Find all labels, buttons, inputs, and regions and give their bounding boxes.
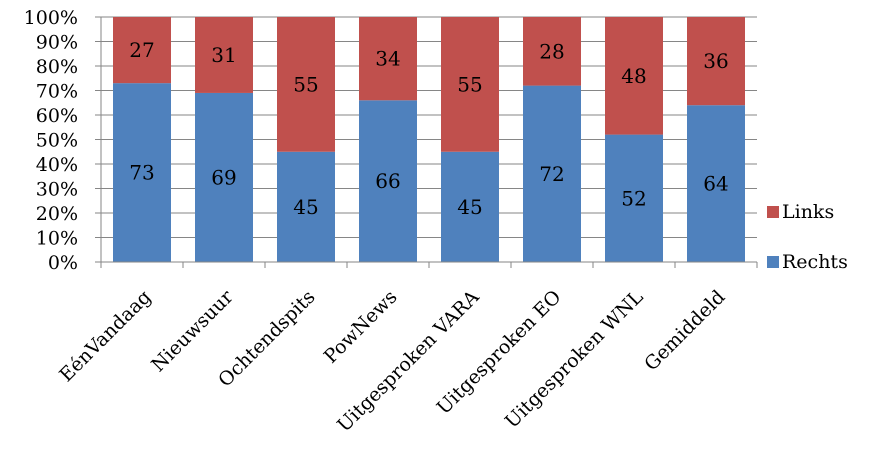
x-category-label: Nieuwsuur (147, 285, 238, 376)
data-labels: 73 27 69 31 45 55 66 34 45 55 72 28 52 48 64 36 (129, 38, 728, 219)
data-label: 64 (703, 172, 728, 196)
data-label: 69 (211, 165, 236, 189)
bars (113, 17, 745, 263)
y-tick-label: 20% (36, 203, 78, 225)
x-category-label: Uitgesproken WNL (501, 286, 648, 433)
y-tick-label: 60% (36, 105, 78, 127)
data-label: 45 (293, 195, 318, 219)
bar-rechts (195, 92, 253, 262)
y-tick-label: 30% (36, 179, 78, 201)
bar-rechts (277, 151, 335, 262)
y-axis-ticks: 0%10% 20%30% 40%50% 60%70% 80%90% 100% (24, 7, 101, 274)
bar-links (195, 17, 253, 93)
y-tick-label: 80% (36, 56, 78, 78)
y-tick-label: 10% (36, 228, 78, 250)
data-label: 36 (703, 49, 728, 73)
data-label: 72 (539, 162, 564, 186)
bar-links (113, 17, 171, 84)
bar-rechts (359, 100, 417, 262)
y-tick-label: 0% (48, 252, 78, 274)
bar-links (523, 17, 581, 86)
x-category-label: Gemiddeld (640, 286, 729, 375)
x-category-label: PowNews (320, 286, 402, 368)
bar-rechts (113, 83, 171, 263)
data-label: 73 (129, 161, 154, 185)
y-tick-label: 70% (36, 81, 78, 103)
data-label: 34 (375, 47, 400, 71)
legend-swatch-links (767, 206, 779, 218)
legend-label-links: Links (782, 201, 834, 223)
bar-links (605, 17, 663, 135)
legend-label-rechts: Rechts (782, 251, 848, 273)
axes (100, 17, 758, 268)
data-label: 48 (621, 64, 646, 88)
bar-links (441, 17, 499, 152)
data-label: 31 (211, 43, 236, 67)
data-label: 55 (457, 72, 482, 96)
y-tick-label: 100% (24, 7, 78, 29)
data-label: 28 (539, 39, 564, 63)
bar-links (277, 17, 335, 152)
data-label: 45 (457, 195, 482, 219)
bar-links (359, 17, 417, 101)
bar-rechts (523, 85, 581, 262)
legend: Links Rechts (767, 201, 848, 273)
y-tick-label: 90% (36, 32, 78, 54)
bar-rechts (687, 105, 745, 262)
bar-rechts (605, 134, 663, 262)
bar-rechts (441, 151, 499, 262)
legend-swatch-rechts (767, 256, 779, 268)
x-category-label: EénVandaag (55, 286, 155, 386)
y-tick-label: 50% (36, 130, 78, 152)
data-label: 55 (293, 72, 318, 96)
data-label: 27 (129, 38, 154, 62)
y-tick-label: 40% (36, 154, 78, 176)
bar-links (687, 17, 745, 106)
data-label: 52 (621, 186, 646, 210)
data-label: 66 (375, 169, 400, 193)
x-category-label: Uitgesproken VARA (333, 286, 484, 437)
